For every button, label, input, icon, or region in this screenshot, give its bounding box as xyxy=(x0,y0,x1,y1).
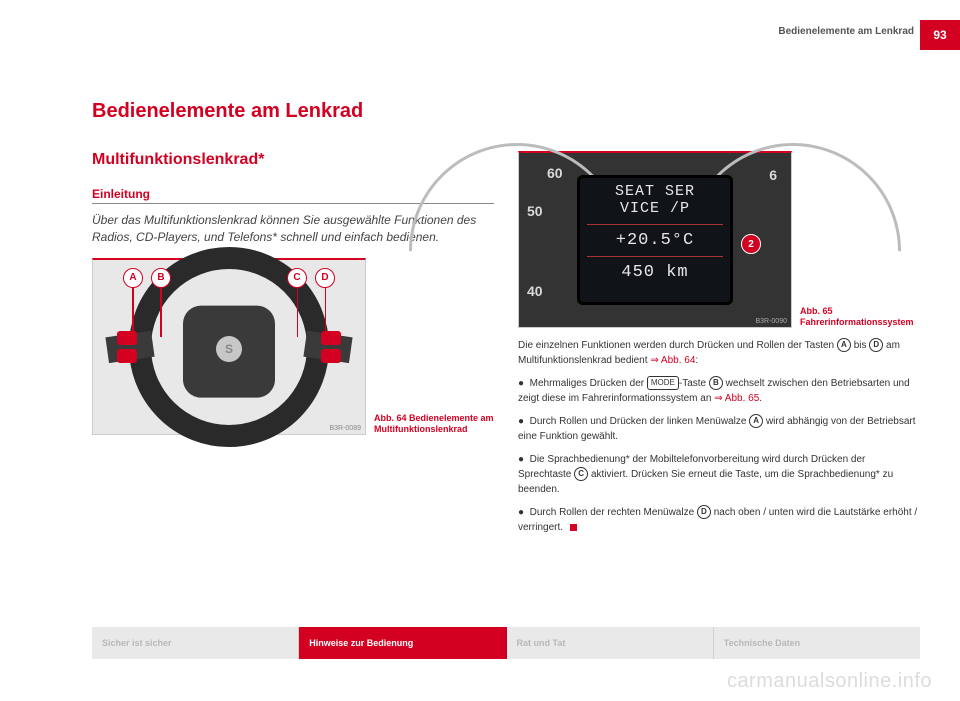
lcd-line1: SEAT SER xyxy=(587,183,723,200)
tab-rat[interactable]: Rat und Tat xyxy=(507,627,714,659)
gauge-tick: 40 xyxy=(527,283,543,299)
figure-64: S A B C D B3R-0089 xyxy=(92,258,366,435)
lcd-divider xyxy=(587,256,723,257)
text: Durch Rollen der rechten Menüwalze xyxy=(530,507,697,518)
page-number: 93 xyxy=(920,20,960,50)
heading-1: Bedienelemente am Lenkrad xyxy=(92,100,920,123)
callout-line xyxy=(132,287,134,335)
figure-65: 40 50 60 6 SEAT SER VICE /P +20.5°C 450 … xyxy=(518,151,792,328)
lcd-display: SEAT SER VICE /P +20.5°C 450 km xyxy=(577,175,733,305)
mode-button-icon: MODE xyxy=(647,376,679,390)
text: -Taste xyxy=(679,378,709,389)
lcd-line2: VICE /P xyxy=(587,200,723,217)
wheel-button xyxy=(321,349,341,363)
seat-logo-icon: S xyxy=(216,336,242,362)
header-title: Bedienelemente am Lenkrad xyxy=(778,26,914,37)
inline-callout-d: D xyxy=(697,505,711,519)
lcd-temp: +20.5°C xyxy=(587,231,723,251)
watermark: carmanualsonline.info xyxy=(727,670,932,693)
footer-tabs: Sicher ist sicher Hinweise zur Bedienung… xyxy=(92,627,920,659)
bullet-1: ● Mehrmaliges Drücken der MODE-Taste B w… xyxy=(518,376,920,406)
heading-2: Multifunktionslenkrad* xyxy=(92,151,494,169)
ref-abb65: ⇒ Abb. 65 xyxy=(714,393,759,404)
inline-callout-a: A xyxy=(749,414,763,428)
right-column: 40 50 60 6 SEAT SER VICE /P +20.5°C 450 … xyxy=(518,151,920,543)
figure-65-row: 40 50 60 6 SEAT SER VICE /P +20.5°C 450 … xyxy=(518,151,920,328)
steering-wheel-hub: S xyxy=(183,305,275,397)
lcd-divider xyxy=(587,224,723,225)
gauge-tick: 50 xyxy=(527,203,543,219)
text: Durch Rollen und Drücken der linken Menü… xyxy=(530,416,750,427)
page-content: Bedienelemente am Lenkrad Multifunktions… xyxy=(92,100,920,543)
para-1: Die einzelnen Funktionen werden durch Dr… xyxy=(518,338,920,368)
text: Mehrmaliges Drücken der xyxy=(530,378,647,389)
callout-b: B xyxy=(151,268,171,288)
callout-line xyxy=(325,287,327,335)
text: . xyxy=(759,393,762,404)
inline-callout-c: C xyxy=(574,467,588,481)
figure-code: B3R-0089 xyxy=(329,425,361,432)
gauge-tick: 60 xyxy=(547,165,563,181)
callout-c: C xyxy=(287,268,307,288)
inline-callout-d: D xyxy=(869,338,883,352)
wheel-button xyxy=(117,331,137,345)
inline-callout-b: B xyxy=(709,376,723,390)
text: : xyxy=(695,355,698,366)
bullet-2: ● Durch Rollen und Drücken der linken Me… xyxy=(518,414,920,444)
tab-technische[interactable]: Technische Daten xyxy=(714,627,920,659)
page-header: Bedienelemente am Lenkrad 93 xyxy=(0,20,960,50)
callout-line xyxy=(297,287,299,337)
bullet-4: ● Durch Rollen der rechten Menüwalze D n… xyxy=(518,505,920,535)
figure-64-caption: Abb. 64 Bedienelemente am Multifunktions… xyxy=(374,413,494,435)
gauge-tick: 6 xyxy=(769,167,777,183)
tab-hinweise[interactable]: Hinweise zur Bedienung xyxy=(299,627,506,659)
tab-sicher[interactable]: Sicher ist sicher xyxy=(92,627,299,659)
callout-line xyxy=(160,287,162,337)
end-square-icon xyxy=(570,524,577,531)
bullet-3: ● Die Sprachbedienung* der Mobiltelefonv… xyxy=(518,452,920,497)
figure-code: B3R-0090 xyxy=(755,318,787,325)
callout-a: A xyxy=(123,268,143,288)
callout-2: 2 xyxy=(741,234,761,254)
ref-abb64: ⇒ Abb. 64 xyxy=(650,355,695,366)
text: bis xyxy=(854,340,870,351)
wheel-button xyxy=(117,349,137,363)
lcd-dist: 450 km xyxy=(587,263,723,283)
callout-d: D xyxy=(315,268,335,288)
body-text: Die einzelnen Funktionen werden durch Dr… xyxy=(518,338,920,535)
